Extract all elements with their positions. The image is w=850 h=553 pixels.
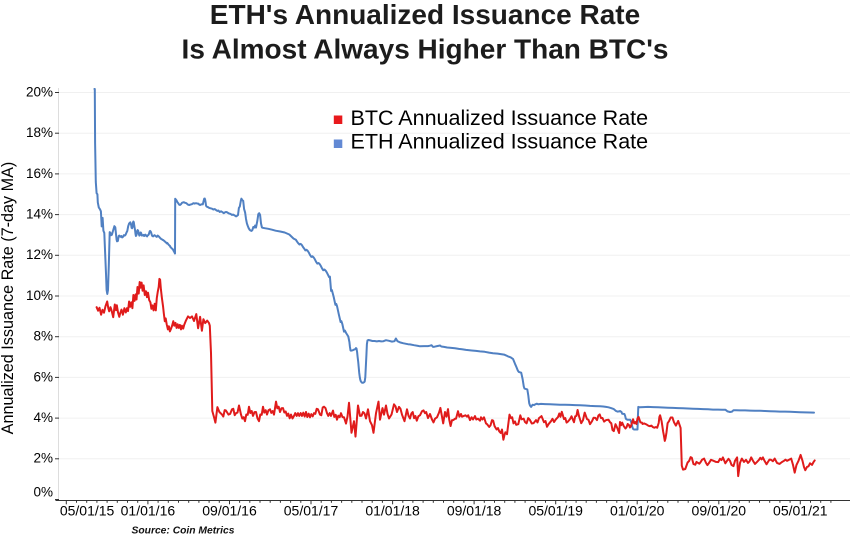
- svg-text:12%: 12%: [26, 247, 53, 262]
- svg-text:01/01/20: 01/01/20: [610, 503, 665, 519]
- svg-text:6%: 6%: [33, 369, 53, 384]
- svg-text:4%: 4%: [33, 410, 53, 425]
- svg-text:0%: 0%: [33, 485, 53, 500]
- svg-text:18%: 18%: [26, 125, 53, 140]
- svg-text:Is Almost Always Higher Than B: Is Almost Always Higher Than BTC's: [182, 34, 669, 65]
- svg-text:Annualized Issuance Rate (7-da: Annualized Issuance Rate (7-day MA): [0, 162, 17, 435]
- svg-text:BTC Annualized Issuance Rate: BTC Annualized Issuance Rate: [351, 106, 649, 130]
- svg-text:16%: 16%: [26, 166, 53, 181]
- svg-text:ETH's Annualized Issuance Rate: ETH's Annualized Issuance Rate: [210, 0, 640, 30]
- svg-text:05/01/15: 05/01/15: [60, 503, 115, 519]
- svg-text:01/01/16: 01/01/16: [121, 503, 176, 519]
- svg-text:09/01/20: 09/01/20: [692, 503, 747, 519]
- svg-text:14%: 14%: [26, 207, 53, 222]
- svg-text:05/01/21: 05/01/21: [773, 503, 828, 519]
- svg-text:ETH Annualized Issuance Rate: ETH Annualized Issuance Rate: [351, 130, 649, 154]
- svg-text:01/01/18: 01/01/18: [365, 503, 420, 519]
- svg-text:09/01/16: 09/01/16: [202, 503, 257, 519]
- svg-text:2%: 2%: [33, 451, 53, 466]
- svg-text:10%: 10%: [26, 288, 53, 303]
- svg-text:05/01/17: 05/01/17: [284, 503, 339, 519]
- svg-text:Source: Coin Metrics: Source: Coin Metrics: [132, 526, 235, 537]
- svg-text:8%: 8%: [33, 329, 53, 344]
- svg-text:20%: 20%: [26, 84, 53, 99]
- svg-text:09/01/18: 09/01/18: [447, 503, 502, 519]
- svg-text:05/01/19: 05/01/19: [528, 503, 583, 519]
